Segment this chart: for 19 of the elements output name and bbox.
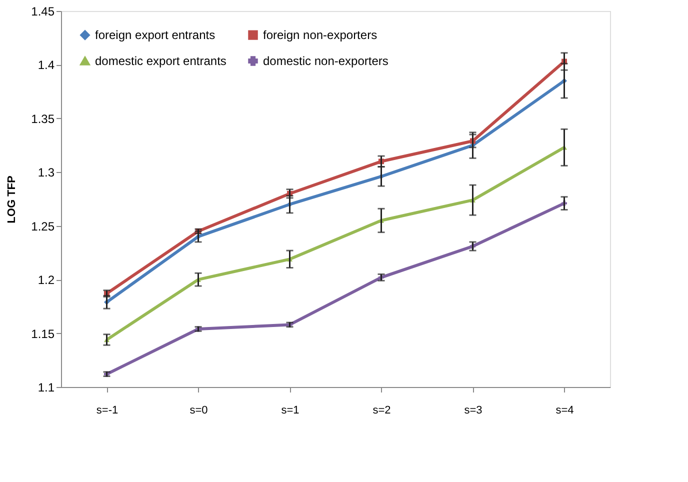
y-tick-label: 1.3 <box>38 166 55 180</box>
legend-label: domestic non-exporters <box>263 54 388 68</box>
y-tick-label: 1.15 <box>31 326 55 341</box>
y-tick-label: 1.4 <box>38 58 55 72</box>
x-tick-label: s=4 <box>556 404 574 416</box>
y-tick-label: 1.1 <box>38 380 55 394</box>
x-tick-label: s=1 <box>281 404 300 416</box>
y-tick-label: 1.35 <box>31 112 55 126</box>
y-tick-label: 1.25 <box>31 219 55 234</box>
y-axis-title: LOG TFP <box>6 176 18 224</box>
x-tick-label: s=-1 <box>96 404 118 416</box>
legend-label: domestic export entrants <box>95 54 226 68</box>
y-tick-label: 1.2 <box>38 273 55 288</box>
x-tick-label: s=0 <box>190 404 208 416</box>
legend-label: foreign non-exporters <box>263 28 378 42</box>
x-tick-label: s=2 <box>372 404 391 416</box>
y-tick-label: 1.45 <box>31 4 55 18</box>
legend-label: foreign export entrants <box>95 28 216 42</box>
x-tick-label: s=3 <box>464 404 482 416</box>
